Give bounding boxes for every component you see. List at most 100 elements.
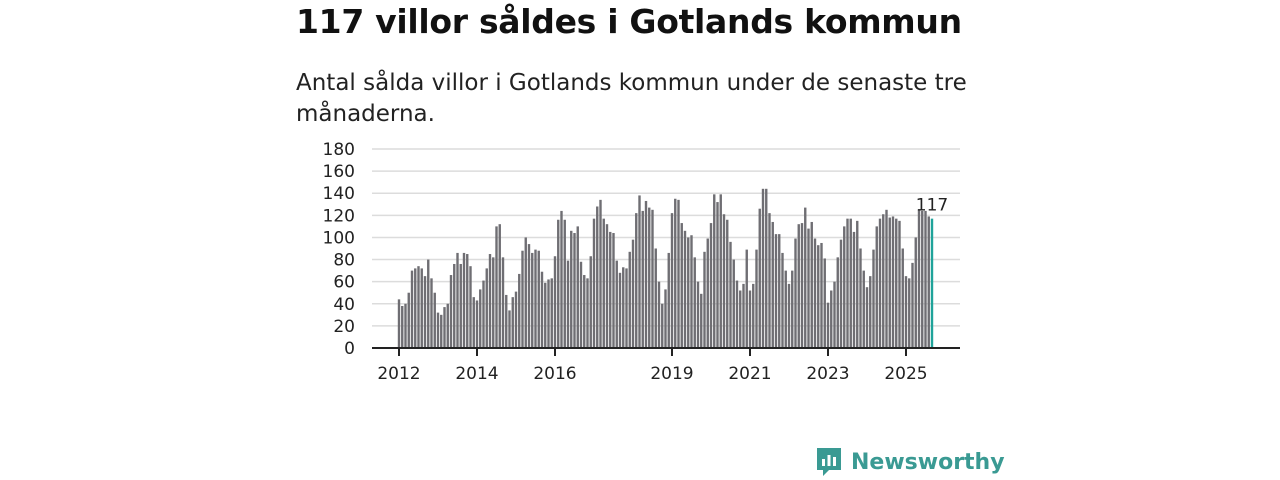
bar bbox=[693, 257, 696, 348]
chart-title: 117 villor såldes i Gotlands kommun bbox=[296, 2, 962, 41]
bar bbox=[891, 216, 895, 348]
x-tick-label: 2016 bbox=[533, 364, 576, 384]
bar bbox=[417, 266, 420, 348]
bar bbox=[787, 283, 791, 348]
bar bbox=[553, 256, 557, 348]
y-tick-label: 60 bbox=[333, 273, 355, 293]
bar bbox=[927, 216, 930, 348]
bar bbox=[680, 223, 683, 348]
bar bbox=[794, 238, 797, 348]
bar bbox=[511, 297, 514, 348]
bar bbox=[813, 238, 817, 348]
newsworthy-logo: Newsworthy bbox=[815, 446, 1005, 478]
bar bbox=[404, 303, 407, 348]
bar bbox=[472, 297, 475, 348]
bar bbox=[784, 270, 787, 348]
bar bbox=[631, 239, 635, 348]
bar bbox=[540, 271, 544, 348]
bar bbox=[745, 249, 748, 348]
bar bbox=[657, 281, 661, 348]
bar bbox=[856, 220, 859, 348]
y-tick-label: 140 bbox=[323, 184, 355, 204]
bar bbox=[446, 303, 449, 348]
bar bbox=[462, 252, 466, 348]
bar bbox=[547, 279, 550, 348]
bar bbox=[875, 226, 878, 348]
bar bbox=[735, 280, 739, 348]
bar bbox=[518, 273, 521, 348]
bar bbox=[651, 209, 654, 348]
bar bbox=[420, 268, 423, 348]
bar bbox=[560, 210, 563, 348]
bar bbox=[401, 305, 404, 348]
bar bbox=[596, 206, 599, 348]
y-tick-label: 180 bbox=[323, 140, 355, 160]
bar bbox=[849, 218, 852, 348]
bar bbox=[397, 299, 401, 348]
bar bbox=[508, 310, 511, 348]
bar bbox=[732, 259, 735, 348]
bar bbox=[644, 200, 648, 348]
bar bbox=[534, 249, 537, 348]
bar bbox=[566, 260, 570, 348]
bar bbox=[765, 188, 768, 348]
bar bbox=[800, 223, 804, 348]
bar bbox=[852, 231, 856, 348]
bar bbox=[576, 226, 579, 348]
bar bbox=[440, 314, 443, 348]
bar bbox=[599, 199, 602, 348]
bar bbox=[638, 195, 641, 348]
x-tick-label: 2023 bbox=[806, 364, 849, 384]
bar bbox=[839, 239, 843, 348]
bar bbox=[761, 188, 765, 348]
bar bbox=[407, 292, 410, 348]
bar bbox=[752, 283, 755, 348]
bar bbox=[833, 281, 836, 348]
y-tick-label: 40 bbox=[333, 295, 355, 315]
bar bbox=[570, 230, 573, 348]
chart-subtitle: Antal sålda villor i Gotlands kommun und… bbox=[296, 70, 967, 127]
bar bbox=[716, 202, 719, 348]
bar bbox=[882, 214, 885, 348]
bar bbox=[859, 248, 862, 348]
bar bbox=[602, 218, 605, 348]
bar bbox=[846, 218, 849, 348]
bar bbox=[826, 302, 830, 348]
bar bbox=[748, 290, 752, 348]
bar bbox=[492, 257, 495, 348]
bar bbox=[589, 256, 592, 348]
bar bbox=[609, 231, 612, 348]
bar bbox=[459, 263, 462, 348]
bar bbox=[719, 194, 722, 348]
bar bbox=[878, 218, 882, 348]
bar bbox=[498, 224, 501, 348]
bar bbox=[726, 219, 729, 348]
latest-value-label: 117 bbox=[916, 196, 948, 216]
bar bbox=[443, 307, 446, 348]
bar bbox=[872, 249, 875, 348]
bar bbox=[469, 266, 472, 348]
bar bbox=[758, 208, 761, 348]
bar bbox=[485, 268, 488, 348]
bar bbox=[865, 287, 869, 348]
bar bbox=[703, 251, 706, 348]
bar bbox=[524, 237, 527, 348]
bar bbox=[823, 258, 826, 348]
bar bbox=[449, 275, 453, 348]
bar bbox=[667, 252, 670, 348]
bar bbox=[521, 250, 524, 348]
bar bbox=[661, 303, 664, 348]
bar bbox=[771, 221, 774, 348]
bar bbox=[482, 280, 485, 348]
bar bbox=[895, 218, 898, 348]
y-tick-label: 160 bbox=[323, 162, 355, 182]
bar bbox=[921, 210, 924, 348]
y-tick-label: 20 bbox=[333, 317, 355, 337]
bar bbox=[505, 294, 508, 348]
bar bbox=[807, 228, 810, 348]
bar bbox=[683, 230, 687, 348]
y-tick-label: 120 bbox=[323, 206, 355, 226]
bar bbox=[687, 237, 690, 348]
bar bbox=[436, 312, 440, 348]
